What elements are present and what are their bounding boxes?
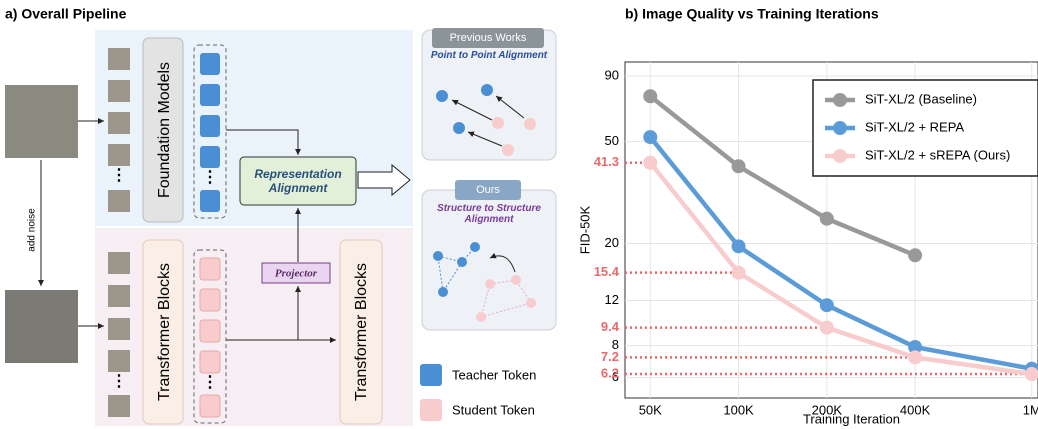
head-blocks-label: Transformer Blocks bbox=[353, 263, 370, 401]
previous-tag: Previous Works bbox=[450, 32, 527, 44]
legend-student: Student Token bbox=[452, 402, 535, 417]
node bbox=[492, 117, 504, 129]
ellipsis: ⋮ bbox=[111, 167, 127, 184]
patch bbox=[108, 48, 130, 70]
ours-caption-wrap: Structure to Structure Alignment bbox=[426, 203, 552, 233]
noise-label: add noise bbox=[27, 208, 38, 252]
marker bbox=[820, 212, 834, 226]
previous-caption-wrap: Point to Point Alignment bbox=[430, 50, 548, 80]
x-tick-label: 400K bbox=[900, 402, 931, 417]
node bbox=[502, 144, 514, 156]
x-axis-label: Training Iteration bbox=[803, 411, 900, 426]
x-tick-label: 1M bbox=[1023, 402, 1038, 417]
marker bbox=[643, 156, 657, 170]
y-tick-label: 50 bbox=[605, 133, 619, 148]
node bbox=[511, 275, 521, 285]
value-label: 41.3 bbox=[594, 154, 619, 169]
teacher-token bbox=[200, 190, 220, 212]
legend-marker bbox=[833, 121, 847, 135]
page: a) Overall Pipeline add noise ⋮ ⋮ Founda… bbox=[0, 0, 1038, 429]
marker bbox=[820, 321, 834, 335]
legend-marker bbox=[833, 93, 847, 107]
legend-label: SiT-XL/2 + REPA bbox=[865, 119, 964, 134]
foundation-label: Foundation Models bbox=[156, 62, 173, 198]
noisy-image bbox=[5, 290, 78, 363]
marker bbox=[908, 350, 922, 364]
node bbox=[485, 279, 495, 289]
x-tick-label: 50K bbox=[639, 402, 662, 417]
teacher-token bbox=[200, 84, 220, 106]
ours-caption: Structure to Structure Alignment bbox=[426, 203, 552, 225]
marker bbox=[732, 159, 746, 173]
student-token bbox=[200, 395, 220, 417]
node bbox=[476, 312, 486, 322]
node bbox=[524, 118, 536, 130]
student-token bbox=[200, 258, 220, 280]
patch bbox=[108, 395, 130, 417]
ours-tag: Ours bbox=[476, 184, 500, 196]
alignment-label: Representation Alignment bbox=[240, 157, 356, 205]
legend-marker bbox=[833, 149, 847, 163]
value-label: 6.2 bbox=[601, 365, 619, 380]
x-tick-label: 100K bbox=[723, 402, 754, 417]
student-token bbox=[200, 289, 220, 311]
teacher-token bbox=[200, 146, 220, 168]
figure: a) Overall Pipeline add noise ⋮ ⋮ Founda… bbox=[0, 0, 1038, 429]
node bbox=[436, 90, 448, 102]
student-blocks-label: Transformer Blocks bbox=[156, 263, 173, 401]
y-tick-label: 20 bbox=[605, 235, 619, 250]
ellipsis: ⋮ bbox=[111, 373, 127, 390]
previous-caption: Point to Point Alignment bbox=[430, 50, 548, 61]
patch bbox=[108, 285, 130, 307]
teacher-token bbox=[200, 53, 220, 75]
node bbox=[438, 287, 448, 297]
patch bbox=[108, 112, 130, 134]
node bbox=[433, 251, 443, 261]
clean-image bbox=[5, 85, 78, 158]
patch bbox=[108, 80, 130, 102]
y-axis-label: FID-50K bbox=[577, 205, 592, 254]
value-label: 9.4 bbox=[601, 319, 620, 334]
legend-swatch bbox=[420, 364, 442, 386]
node bbox=[481, 84, 493, 96]
marker bbox=[643, 89, 657, 103]
patch bbox=[108, 252, 130, 274]
chart-title: b) Image Quality vs Training Iterations bbox=[625, 6, 879, 22]
diagram-title: a) Overall Pipeline bbox=[5, 6, 127, 22]
patch bbox=[108, 318, 130, 340]
chart: 681220509050K100K200K400K1MTraining Iter… bbox=[577, 62, 1038, 426]
marker bbox=[732, 239, 746, 253]
marker bbox=[908, 248, 922, 262]
student-token bbox=[200, 351, 220, 373]
alignment-wrap: Representation Alignment bbox=[240, 157, 356, 205]
node bbox=[470, 242, 480, 252]
marker bbox=[732, 266, 746, 280]
legend-swatch bbox=[420, 399, 442, 421]
y-tick-label: 12 bbox=[605, 292, 619, 307]
patch bbox=[108, 190, 130, 212]
node bbox=[526, 298, 536, 308]
projector-label: Projector bbox=[275, 268, 318, 280]
value-label: 15.4 bbox=[594, 264, 620, 279]
student-token bbox=[200, 320, 220, 342]
ellipsis: ⋮ bbox=[202, 374, 218, 391]
legend-label: SiT-XL/2 (Baseline) bbox=[865, 91, 977, 106]
node bbox=[457, 257, 467, 267]
patch bbox=[108, 350, 130, 372]
marker bbox=[643, 130, 657, 144]
node bbox=[453, 122, 465, 134]
y-tick-label: 90 bbox=[605, 67, 619, 82]
legend-teacher: Teacher Token bbox=[452, 367, 536, 382]
value-label: 7.2 bbox=[601, 349, 619, 364]
patch bbox=[108, 144, 130, 166]
ellipsis: ⋮ bbox=[202, 169, 218, 186]
teacher-token bbox=[200, 115, 220, 137]
legend-label: SiT-XL/2 + sREPA (Ours) bbox=[865, 147, 1010, 162]
marker bbox=[820, 298, 834, 312]
